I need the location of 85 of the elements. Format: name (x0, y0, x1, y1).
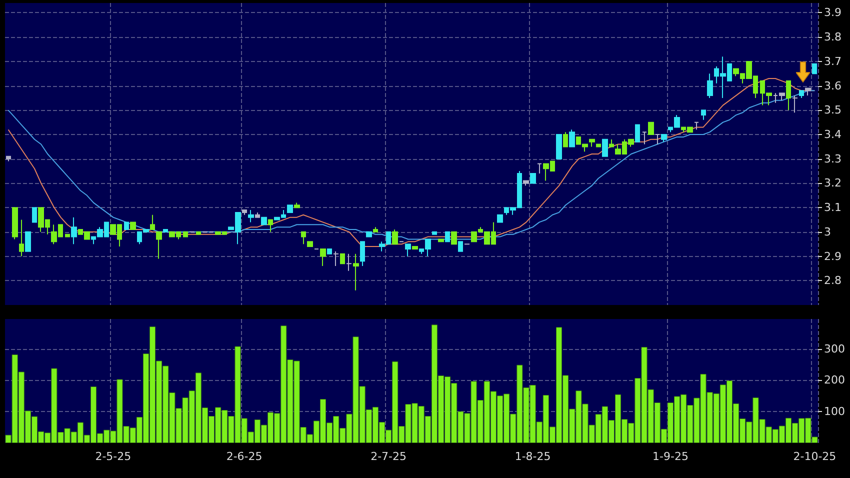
candlestick (6, 156, 11, 162)
y-tick-label: 3.7 (824, 54, 842, 68)
candlestick (124, 222, 129, 230)
candlestick (333, 250, 339, 267)
candlestick (589, 138, 595, 148)
candlestick (707, 73, 713, 98)
candlestick (248, 210, 254, 223)
candlestick (812, 63, 817, 74)
candlestick (255, 212, 260, 218)
x-tick-label: 2-7-25 (370, 450, 407, 463)
y-tick-label: 2.8 (824, 274, 842, 288)
candlestick (537, 163, 542, 174)
candlestick (648, 122, 654, 136)
candlestick (635, 124, 640, 142)
candlestick (497, 214, 503, 223)
candlestick (183, 231, 188, 238)
candlestick (287, 204, 293, 213)
y-tick-label: 3.4 (824, 128, 842, 142)
candlestick (294, 202, 300, 208)
candlestick (366, 231, 372, 238)
candlestick (65, 234, 70, 238)
y-tick-label: 3.9 (824, 6, 842, 20)
y-tick-label: 3.3 (824, 152, 842, 166)
candlestick (327, 248, 332, 254)
x-tick-label: 2-6-25 (226, 450, 262, 463)
candlestick (340, 253, 345, 264)
y-tick-label: 300 (824, 342, 845, 356)
candlestick (268, 219, 273, 232)
candlestick (12, 207, 18, 240)
candlestick (392, 229, 398, 245)
candlestick (242, 210, 247, 216)
candlestick (301, 231, 306, 245)
candlestick (320, 248, 326, 267)
candlestick (530, 172, 536, 184)
candlestick (150, 214, 155, 230)
x-tick-label: 2-10-25 (793, 450, 836, 463)
candlestick (602, 138, 608, 157)
candlestick (353, 253, 359, 291)
candlestick (19, 219, 24, 257)
candlestick (569, 129, 575, 148)
candlestick (412, 246, 418, 250)
candlestick (563, 132, 568, 148)
candlestick (523, 180, 529, 186)
candlestick (346, 253, 352, 272)
candlestick (32, 207, 37, 223)
candlestick (694, 122, 699, 130)
candlestick (373, 226, 378, 232)
candlestick (799, 90, 804, 98)
y-tick-label: 3.5 (824, 104, 842, 117)
candlestick (438, 238, 444, 242)
candlestick (451, 231, 457, 245)
candlestick (25, 231, 31, 252)
candlestick (661, 134, 667, 142)
candlestick (458, 241, 463, 252)
candlestick (71, 216, 77, 245)
y-tick-label: 200 (824, 374, 845, 387)
x-tick-label: 1-9-25 (652, 450, 688, 463)
candlestick (405, 244, 411, 257)
y-tick-label: 3.2 (824, 176, 842, 190)
candlestick (196, 231, 201, 235)
candlestick (655, 134, 660, 145)
x-tick-label: 1-8-25 (514, 450, 551, 463)
candlestick (432, 231, 437, 235)
candlestick (445, 231, 450, 242)
x-tick-label: 2-5-25 (95, 450, 132, 463)
y-tick-label: 100 (824, 405, 845, 418)
candlestick (792, 95, 798, 114)
candlestick (556, 134, 562, 160)
candlestick (130, 222, 136, 230)
candlestick (163, 229, 168, 232)
y-tick-label: 2.9 (824, 250, 842, 263)
candlestick (642, 132, 647, 145)
candlestick (307, 241, 313, 248)
y-tick-label: 3 (824, 225, 831, 238)
candlestick (261, 216, 267, 226)
candlestick (156, 231, 162, 260)
candlestick (701, 110, 706, 120)
y-tick-label: 3.6 (824, 79, 842, 92)
candlestick (596, 144, 601, 148)
y-tick-label: 3.1 (824, 201, 842, 214)
candlestick (805, 88, 811, 96)
y-tick-label: 3.8 (824, 30, 842, 44)
candlestick (360, 241, 365, 267)
candlestick (609, 138, 614, 148)
candlestick (786, 80, 791, 111)
